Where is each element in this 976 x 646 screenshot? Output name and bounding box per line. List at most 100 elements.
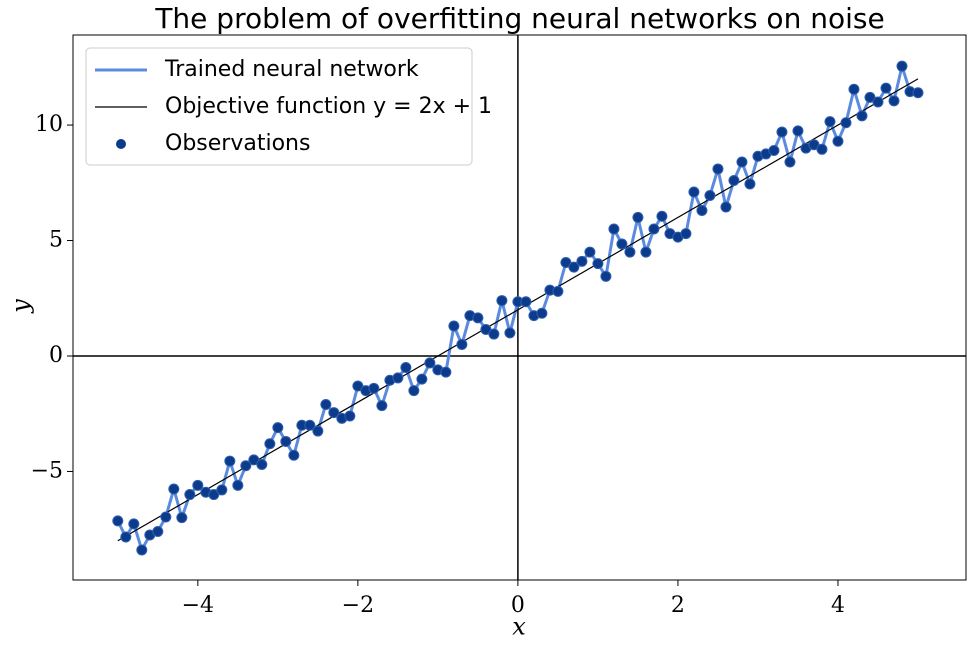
observation-point — [816, 143, 828, 155]
observation-point — [560, 256, 572, 268]
observation-point — [256, 459, 268, 471]
observation-point — [912, 87, 924, 99]
observation-point — [680, 228, 692, 240]
observation-point — [864, 91, 876, 103]
x-axis-label: x — [512, 613, 526, 641]
x-tick-label: 0 — [511, 593, 525, 618]
observation-point — [176, 512, 188, 524]
observation-point — [424, 357, 436, 369]
observation-point — [880, 82, 892, 94]
observation-point — [568, 261, 580, 273]
observation-point — [376, 400, 388, 412]
observation-point — [416, 373, 428, 385]
observation-point — [352, 380, 364, 392]
observation-point — [312, 425, 324, 437]
observation-point — [480, 323, 492, 335]
observation-point — [400, 362, 412, 374]
observation-point — [304, 419, 316, 431]
observation-point — [248, 454, 260, 466]
observation-point — [272, 422, 284, 434]
observation-point — [832, 135, 844, 147]
observation-point — [552, 285, 564, 297]
observation-point — [280, 435, 292, 447]
observation-point — [288, 449, 300, 461]
legend-label: Trained neural network — [164, 57, 419, 82]
observation-point — [160, 511, 172, 523]
observation-point — [616, 238, 628, 250]
observation-point — [704, 189, 716, 201]
observation-point — [264, 438, 276, 450]
observation-point — [624, 246, 636, 258]
observation-point — [896, 60, 908, 72]
observation-point — [320, 398, 332, 410]
observation-point — [712, 163, 724, 175]
observation-point — [488, 328, 500, 340]
observation-point — [656, 210, 668, 222]
y-tick-label: 10 — [35, 112, 63, 137]
observation-point — [208, 489, 220, 501]
observation-point — [792, 125, 804, 137]
observation-point — [184, 489, 196, 501]
observation-point — [504, 327, 516, 339]
observation-point — [608, 223, 620, 235]
y-tick-label: 5 — [49, 228, 63, 253]
observation-point — [856, 110, 868, 122]
observation-point — [768, 144, 780, 156]
observation-point — [112, 515, 124, 527]
x-tick-label: 4 — [831, 593, 845, 618]
observation-point — [840, 117, 852, 129]
observation-point — [784, 156, 796, 168]
observation-point — [824, 116, 836, 128]
observation-point — [848, 83, 860, 95]
observation-point — [736, 156, 748, 168]
observation-point — [456, 338, 468, 350]
legend-marker — [116, 139, 126, 149]
observation-point — [592, 258, 604, 270]
observation-point — [240, 460, 252, 472]
observation-point — [688, 186, 700, 198]
observation-point — [728, 174, 740, 186]
observation-point — [344, 410, 356, 422]
observation-point — [696, 205, 708, 217]
observation-point — [472, 312, 484, 324]
observation-point — [808, 139, 820, 151]
chart-title: The problem of overfitting neural networ… — [154, 2, 884, 35]
observation-point — [600, 270, 612, 282]
observation-point — [232, 479, 244, 491]
x-tick-label: −2 — [342, 593, 374, 618]
observation-point — [576, 255, 588, 267]
observation-point — [168, 483, 180, 495]
observation-point — [584, 246, 596, 258]
observation-point — [448, 320, 460, 332]
observation-point — [744, 178, 756, 190]
observation-point — [224, 455, 236, 467]
observation-point — [216, 484, 228, 496]
observation-point — [128, 518, 140, 530]
observation-point — [776, 126, 788, 138]
x-tick-label: −4 — [182, 593, 214, 618]
legend-label: Observations — [165, 131, 310, 156]
observation-point — [392, 372, 404, 384]
legend-label: Objective function y = 2x + 1 — [165, 94, 492, 119]
y-axis-label: y — [7, 299, 35, 314]
observation-point — [520, 296, 532, 308]
observation-point — [496, 295, 508, 307]
observation-point — [640, 246, 652, 258]
observation-point — [632, 211, 644, 223]
observation-point — [136, 544, 148, 556]
plot-frame — [72, 34, 967, 581]
observation-point — [152, 526, 164, 538]
legend: Trained neural network Objective function… — [85, 47, 492, 166]
observation-point — [192, 479, 204, 491]
observation-point — [368, 382, 380, 394]
observation-point — [328, 407, 340, 419]
observation-point — [888, 95, 900, 107]
observation-point — [120, 531, 132, 543]
y-tick-label: −5 — [31, 458, 63, 483]
observation-point — [536, 307, 548, 319]
y-tick-label: 0 — [49, 343, 63, 368]
x-tick-label: 2 — [671, 593, 685, 618]
observation-point — [648, 223, 660, 235]
observation-point — [720, 201, 732, 213]
